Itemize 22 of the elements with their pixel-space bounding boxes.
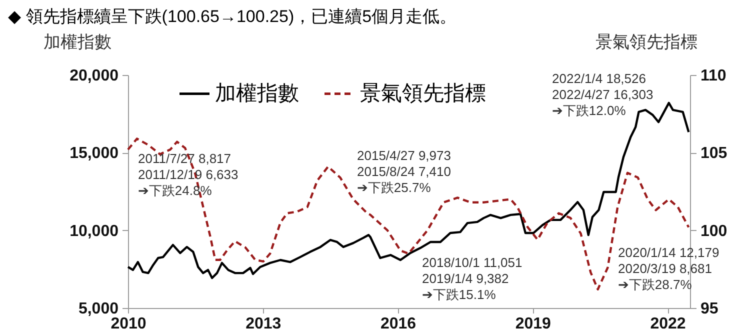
y-axis-title: 加權指數 [44, 32, 112, 52]
y-tick-label: 5,000 [78, 300, 119, 318]
legend-label: 加權指數 [215, 82, 299, 105]
annotation: 2018/10/1 11,051 2019/1/4 9,382 ➔下跌15.1% [422, 255, 522, 302]
x-tick-label: 2019 [515, 316, 552, 332]
annotation: 2020/1/14 12,179 2020/3/19 8,681 ➔下跌28.7% [618, 245, 720, 292]
y2-tick-label: 110 [700, 68, 726, 84]
y-tick-label: 15,000 [70, 145, 119, 162]
y2-tick-label: 105 [700, 145, 728, 162]
y2-axis-title: 景氣領先指標 [596, 32, 698, 52]
x-tick-label: 2016 [380, 316, 416, 332]
x-tick-label: 2010 [110, 316, 146, 332]
y-tick-label: 20,000 [70, 68, 119, 84]
annotation: 2022/1/4 18,526 2022/4/27 16,303 ➔下跌12.0% [552, 71, 654, 118]
annotation: 2015/4/27 9,973 2015/8/24 7,410 ➔下跌25.7% [357, 148, 451, 195]
x-tick-label: 2022 [650, 316, 686, 332]
y2-tick-label: 100 [700, 222, 728, 240]
y-tick-label: 10,000 [70, 222, 119, 240]
chart-title: ◆ 領先指標續呈下跌(100.65→100.25)，已連續5個月走低。 [8, 6, 457, 28]
legend-label: 景氣領先指標 [360, 82, 486, 105]
y2-tick-label: 95 [700, 300, 718, 318]
x-tick-label: 2013 [246, 316, 282, 332]
